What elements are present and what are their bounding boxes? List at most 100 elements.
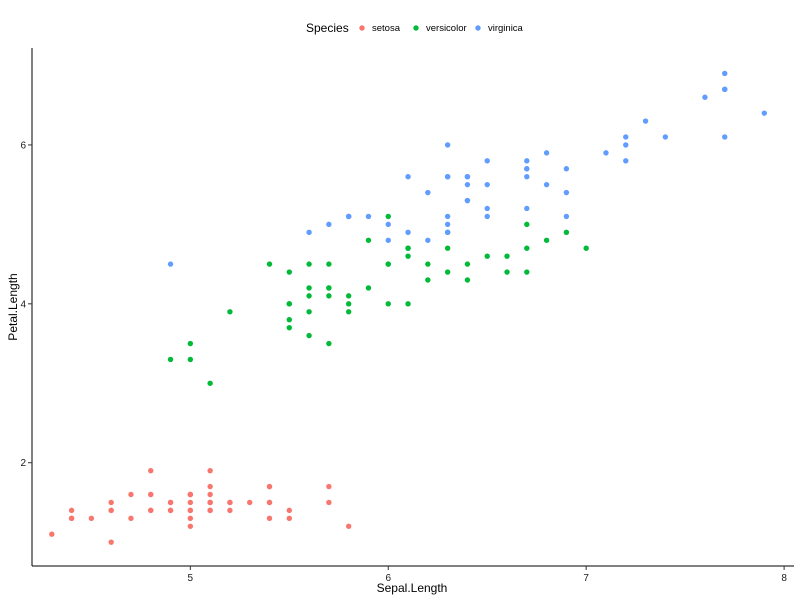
- point-virginica: [444, 142, 451, 148]
- point-virginica: [761, 110, 768, 116]
- point-versicolor: [167, 356, 174, 363]
- point-versicolor: [405, 301, 411, 307]
- point-versicolor: [286, 324, 292, 331]
- point-versicolor: [543, 237, 550, 243]
- point-virginica: [524, 166, 530, 172]
- point-setosa: [108, 499, 114, 506]
- legend-label-versicolor: versicolor: [426, 23, 467, 34]
- point-virginica: [484, 213, 490, 220]
- point-setosa: [266, 515, 273, 522]
- point-versicolor: [286, 301, 292, 307]
- point-virginica: [563, 189, 570, 196]
- point-setosa: [108, 539, 114, 545]
- point-virginica: [543, 150, 550, 156]
- x-tick-label: 5: [188, 573, 194, 584]
- point-virginica: [385, 221, 391, 228]
- point-versicolor: [345, 301, 352, 307]
- point-setosa: [167, 499, 174, 506]
- point-setosa: [207, 507, 213, 514]
- point-versicolor: [326, 340, 332, 347]
- point-virginica: [385, 237, 391, 243]
- point-virginica: [484, 158, 490, 164]
- point-setosa: [68, 515, 75, 522]
- point-virginica: [444, 229, 451, 236]
- point-setosa: [187, 523, 194, 529]
- point-setosa: [227, 499, 233, 506]
- y-axis-title: Petal.Length: [6, 273, 20, 340]
- point-versicolor: [326, 293, 332, 299]
- point-versicolor: [286, 269, 292, 275]
- point-versicolor: [345, 309, 352, 315]
- point-virginica: [167, 261, 174, 267]
- point-setosa: [286, 507, 292, 514]
- legend-key-versicolor: [413, 25, 419, 31]
- point-setosa: [68, 507, 75, 514]
- point-setosa: [148, 491, 154, 498]
- point-setosa: [207, 483, 213, 490]
- point-versicolor: [266, 261, 273, 267]
- point-virginica: [702, 94, 708, 100]
- point-versicolor: [187, 356, 194, 363]
- axes: 5 6 7 8 2 4 6: [20, 48, 794, 584]
- point-versicolor: [365, 237, 372, 243]
- point-virginica: [405, 174, 411, 180]
- y-tick-label: 2: [20, 458, 26, 469]
- point-setosa: [345, 523, 352, 529]
- point-virginica: [722, 86, 728, 93]
- point-virginica: [543, 181, 550, 188]
- point-setosa: [88, 515, 95, 522]
- point-setosa: [148, 467, 154, 474]
- point-virginica: [326, 221, 332, 228]
- point-virginica: [662, 134, 669, 140]
- point-virginica: [484, 181, 490, 188]
- point-versicolor: [484, 253, 490, 259]
- point-versicolor: [444, 245, 451, 251]
- point-virginica: [642, 118, 649, 124]
- point-virginica: [444, 213, 451, 220]
- point-setosa: [326, 499, 332, 506]
- x-axis-ticks: 5 6 7 8: [188, 566, 787, 584]
- point-setosa: [128, 491, 134, 498]
- x-tick-label: 6: [385, 573, 391, 584]
- point-versicolor: [286, 317, 292, 323]
- point-virginica: [425, 189, 431, 196]
- point-versicolor: [464, 277, 471, 283]
- legend-label-setosa: setosa: [372, 23, 401, 34]
- point-versicolor: [524, 269, 530, 275]
- point-versicolor: [306, 285, 312, 291]
- point-versicolor: [385, 261, 391, 267]
- point-versicolor: [326, 261, 332, 267]
- point-setosa: [49, 531, 55, 537]
- point-virginica: [524, 174, 530, 180]
- legend: Species setosa versicolor virginica: [306, 21, 524, 35]
- point-virginica: [484, 205, 490, 212]
- point-setosa: [187, 491, 194, 498]
- point-virginica: [623, 134, 629, 140]
- point-versicolor: [385, 213, 391, 220]
- point-versicolor: [187, 340, 194, 347]
- point-setosa: [187, 507, 194, 514]
- point-virginica: [425, 237, 431, 243]
- point-versicolor: [385, 301, 391, 307]
- point-virginica: [464, 181, 471, 188]
- point-setosa: [266, 499, 273, 506]
- point-virginica: [623, 142, 629, 148]
- point-virginica: [722, 134, 728, 140]
- point-virginica: [444, 174, 451, 180]
- y-tick-label: 6: [20, 140, 26, 151]
- point-versicolor: [227, 309, 233, 315]
- point-setosa: [167, 507, 174, 514]
- point-setosa: [207, 467, 213, 474]
- point-virginica: [306, 229, 312, 236]
- point-setosa: [187, 515, 194, 522]
- point-setosa: [227, 507, 233, 514]
- point-versicolor: [306, 309, 312, 315]
- legend-key-setosa: [359, 25, 365, 31]
- x-axis-title: Sepal.Length: [377, 581, 448, 595]
- legend-title: Species: [306, 21, 349, 35]
- point-setosa: [148, 507, 154, 514]
- point-virginica: [444, 221, 451, 228]
- point-versicolor: [524, 221, 530, 228]
- y-tick-label: 4: [20, 299, 26, 310]
- y-axis-ticks: 2 4 6: [20, 140, 32, 469]
